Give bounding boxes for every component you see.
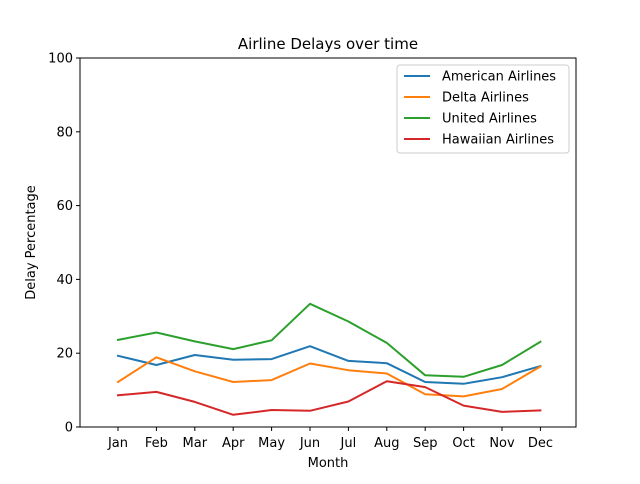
legend-box (396, 64, 570, 154)
x-axis-ticks: Jan Feb Mar Apr May Jun Jul Aug Sep Oct Nov Dec (107, 427, 553, 451)
x-tick-label-jul: Jul (340, 436, 357, 451)
series-lines (116, 302, 542, 416)
x-tick-label-apr: Apr (222, 436, 245, 451)
series-line-united-airlines (116, 302, 542, 378)
x-tick-label-sep: Sep (413, 436, 438, 451)
y-tick-label: 20 (56, 347, 73, 362)
y-tick-label: 0 (65, 421, 73, 436)
y-axis-label: Delay Percentage (24, 185, 39, 300)
plot-frame (79, 57, 577, 428)
x-tick-label-jan: Jan (107, 436, 128, 451)
series-line-delta-airlines (116, 356, 542, 398)
x-tick-label-jun: Jun (299, 436, 320, 451)
series-line-hawaiian-airlines (116, 380, 542, 416)
x-tick-label-may: May (258, 436, 285, 451)
legend: American Airlines Delta Airlines United Ai… (396, 64, 570, 154)
y-tick-label: 80 (56, 125, 73, 140)
legend-label-hawaiian-airlines: Hawaiian Airlines (442, 133, 554, 148)
legend-label-american-airlines: American Airlines (442, 70, 556, 85)
x-tick-label-mar: Mar (183, 436, 208, 451)
y-axis-ticks: 0 20 40 60 80 100 (48, 52, 80, 436)
x-axis-label: Month (308, 456, 349, 471)
y-tick-label: 100 (48, 52, 73, 67)
x-tick-label-feb: Feb (145, 436, 168, 451)
chart-title: Airline Delays over time (238, 35, 418, 53)
legend-label-delta-airlines: Delta Airlines (442, 91, 529, 106)
x-tick-label-nov: Nov (489, 436, 515, 451)
y-tick-label: 40 (56, 273, 73, 288)
series-line-american-airlines (116, 345, 542, 385)
x-tick-label-dec: Dec (528, 436, 553, 451)
y-tick-label: 60 (56, 199, 73, 214)
x-tick-label-oct: Oct (452, 436, 474, 451)
x-tick-label-aug: Aug (374, 436, 399, 451)
legend-label-united-airlines: United Airlines (442, 112, 537, 127)
